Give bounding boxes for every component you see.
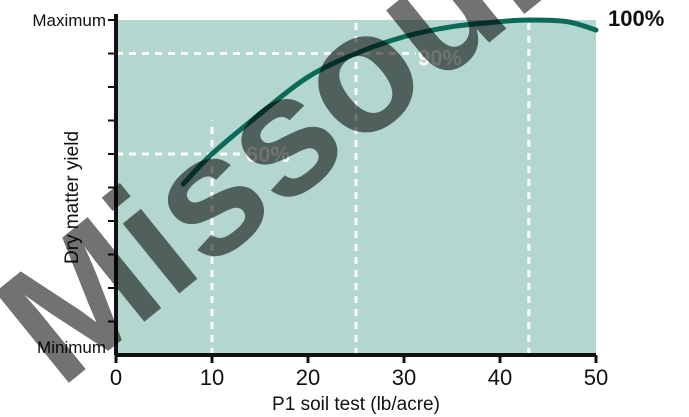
percent-label-60: 60%: [246, 142, 290, 167]
x-axis-title: P1 soil test (lb/acre): [272, 394, 440, 415]
x-tick-label: 20: [296, 365, 320, 390]
x-tick-label: 30: [392, 365, 416, 390]
labels: 0 10 20 30 40 50 P1 soil test (lb/acre) Dry mat…: [32, 6, 664, 415]
y-axis-title: Dry matter yield: [62, 131, 83, 264]
x-tick-label: 0: [110, 365, 122, 390]
x-tick-label: 40: [488, 365, 512, 390]
axes: [108, 14, 598, 363]
y-max-label: Maximum: [32, 11, 106, 30]
y-min-label: Minimum: [37, 338, 106, 357]
percent-label-100: 100%: [608, 6, 664, 31]
reference-lines: [116, 20, 531, 355]
yield-curve: [180, 17, 599, 187]
x-tick-label: 10: [200, 365, 224, 390]
x-tick-label: 50: [584, 365, 608, 390]
percent-label-90: 90%: [418, 46, 462, 71]
